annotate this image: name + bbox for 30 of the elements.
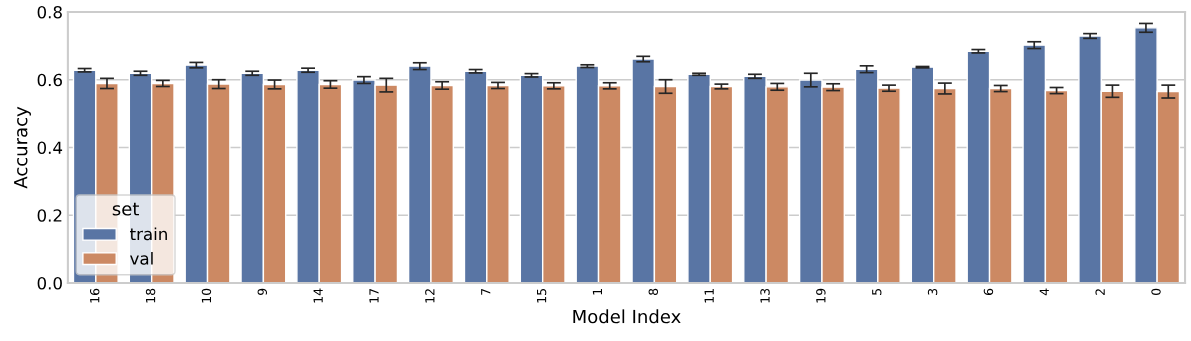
x-tick-label: 11 xyxy=(704,289,714,303)
x-tick-label: 17 xyxy=(369,288,379,303)
y-tick-label: 0.0 xyxy=(37,276,62,290)
x-tick-label: 3 xyxy=(927,288,938,295)
x-axis-title: Model Index xyxy=(573,309,681,324)
x-tick-label: 12 xyxy=(425,289,435,303)
y-tick-label: 0.2 xyxy=(37,209,62,222)
y-tick-label: 0.8 xyxy=(37,5,62,19)
legend-label: val xyxy=(130,251,153,265)
x-tick-label: 9 xyxy=(257,288,268,296)
x-tick-label: 4 xyxy=(1039,288,1049,296)
x-tick-label: 0 xyxy=(1151,288,1161,296)
x-tick-label: 8 xyxy=(648,288,659,295)
x-tick-label: 18 xyxy=(145,288,156,303)
legend-label: train xyxy=(130,227,167,241)
x-tick-label: 1 xyxy=(592,289,602,295)
x-tick-label: 6 xyxy=(983,288,994,295)
x-tick-label: 16 xyxy=(89,288,100,303)
x-tick-label: 15 xyxy=(537,288,547,303)
y-axis-title: Accuracy xyxy=(14,106,31,189)
x-tick-label: 10 xyxy=(201,288,212,303)
x-tick-label: 7 xyxy=(481,288,491,295)
legend-title: set xyxy=(112,202,139,216)
y-tick-label: 0.4 xyxy=(37,141,63,155)
y-tick-label: 0.6 xyxy=(37,73,62,87)
x-tick-label: 14 xyxy=(313,288,323,303)
x-tick-label: 5 xyxy=(872,288,882,295)
x-tick-label: 2 xyxy=(1095,289,1105,295)
x-tick-label: 19 xyxy=(816,288,826,303)
x-tick-label: 13 xyxy=(760,288,770,303)
